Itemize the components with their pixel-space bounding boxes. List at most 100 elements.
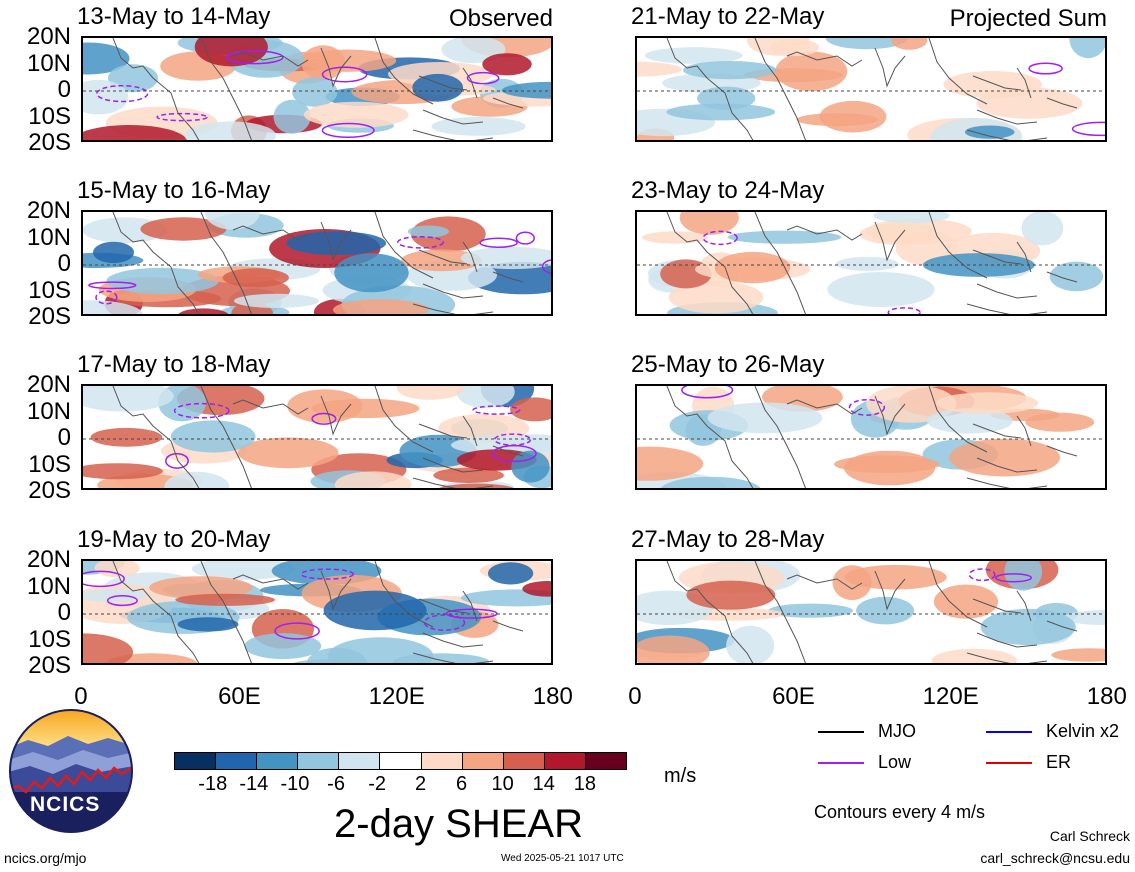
- negative-shear-region: [83, 386, 174, 412]
- coastline: [462, 590, 478, 622]
- ncics-logo-icon: [9, 709, 133, 833]
- coastline: [976, 457, 1038, 473]
- negative-shear-region: [856, 596, 915, 625]
- colorbar-swatch: [543, 752, 586, 770]
- negative-shear-region: [334, 253, 409, 293]
- positive-shear-region: [1051, 648, 1105, 662]
- coastline: [786, 225, 863, 241]
- low-contour: [541, 259, 551, 274]
- coastline: [492, 620, 524, 632]
- coastline: [200, 38, 252, 140]
- colorbar-tick-label: -6: [327, 773, 345, 795]
- negative-shear-region: [487, 562, 534, 585]
- coastline: [374, 38, 434, 105]
- low-contour: [88, 281, 137, 290]
- coastline: [462, 67, 478, 99]
- coastline: [786, 399, 863, 415]
- shear-field: [637, 561, 1105, 663]
- shear-map-panel: [81, 36, 553, 142]
- coastline: [418, 75, 468, 91]
- positive-shear-region: [866, 386, 957, 423]
- negative-shear-region: [170, 420, 256, 453]
- low-contour: [225, 50, 284, 65]
- figure-title: 2-day SHEAR: [334, 802, 583, 846]
- negative-shear-region: [727, 230, 842, 244]
- panel-title: 21-May to 22-May: [631, 3, 825, 30]
- coastline: [200, 561, 252, 663]
- negative-shear-region: [1069, 38, 1105, 59]
- negative-shear-region: [836, 256, 899, 271]
- colorbar-tick-label: 10: [491, 773, 514, 795]
- panel-title: 25-May to 26-May: [631, 351, 825, 378]
- coastline: [972, 75, 1022, 91]
- coastline: [972, 249, 1022, 265]
- positive-shear-region: [714, 251, 791, 284]
- coastline: [374, 212, 434, 279]
- negative-shear-region: [964, 125, 1015, 139]
- positive-shear-region: [83, 633, 134, 663]
- legend-label-mjo: MJO: [878, 721, 916, 741]
- negative-shear-region: [660, 476, 761, 488]
- positive-shear-region: [522, 581, 551, 597]
- negative-shear-region: [501, 81, 551, 99]
- negative-shear-region: [1004, 561, 1043, 591]
- colorbar-tick-label: -2: [368, 773, 387, 795]
- coastline: [1046, 271, 1078, 283]
- positive-shear-region: [686, 580, 776, 610]
- coastline: [412, 129, 494, 140]
- low-contour: [1071, 121, 1105, 137]
- shear-field: [637, 38, 1105, 140]
- positive-shear-region: [775, 51, 848, 92]
- colorbar-units: m/s: [664, 765, 697, 787]
- positive-shear-region: [333, 299, 429, 314]
- lon-label: 60E: [772, 683, 815, 710]
- colorbar-swatch: [174, 752, 217, 770]
- coastline: [1016, 590, 1032, 622]
- low-contour: [472, 405, 521, 415]
- positive-shear-region: [175, 593, 276, 606]
- coastline: [928, 212, 988, 279]
- coastline: [928, 38, 988, 105]
- low-contour: [968, 568, 996, 582]
- lat-label: 0: [57, 424, 71, 451]
- coastline: [412, 477, 494, 488]
- positive-shear-region: [401, 249, 482, 272]
- coastline: [786, 51, 863, 67]
- negative-shear-region: [273, 99, 311, 134]
- lat-label: 10N: [26, 572, 71, 600]
- positive-shear-region: [194, 38, 268, 67]
- colorbar-tick-label: 6: [456, 773, 468, 795]
- coastline: [786, 574, 863, 590]
- positive-shear-region: [482, 53, 532, 76]
- coastline: [374, 561, 434, 628]
- positive-shear-region: [410, 216, 486, 252]
- positive-shear-region: [931, 648, 1017, 663]
- colorbar-swatch: [297, 752, 340, 770]
- shear-map-panel: [81, 210, 553, 316]
- coastline: [418, 423, 468, 439]
- lat-label: 20N: [26, 546, 71, 573]
- positive-shear-region: [396, 386, 464, 400]
- positive-shear-region: [949, 438, 1061, 477]
- low-contour: [493, 433, 532, 446]
- negative-shear-region: [1049, 261, 1104, 292]
- coastline: [928, 386, 988, 453]
- panel-corner-label: Observed: [448, 5, 553, 32]
- positive-shear-region: [90, 427, 163, 447]
- colorbar-swatch: [256, 752, 299, 770]
- negative-shear-region: [286, 231, 387, 256]
- negative-shear-region: [83, 300, 144, 314]
- panel-title: 19-May to 20-May: [77, 526, 271, 553]
- coastline: [874, 395, 906, 436]
- positive-shear-region: [433, 467, 504, 483]
- low-contour: [274, 622, 320, 640]
- lon-label: 60E: [218, 683, 261, 710]
- coastline: [966, 303, 1048, 314]
- colorbar-tick-label: -18: [198, 773, 228, 795]
- colorbar-swatch: [461, 752, 504, 770]
- shear-map-panel: [635, 384, 1107, 490]
- lon-label: 180: [1086, 683, 1127, 710]
- coastline: [422, 283, 484, 299]
- legend-line-kelvin: [986, 731, 1032, 733]
- lon-label: 180: [532, 683, 573, 710]
